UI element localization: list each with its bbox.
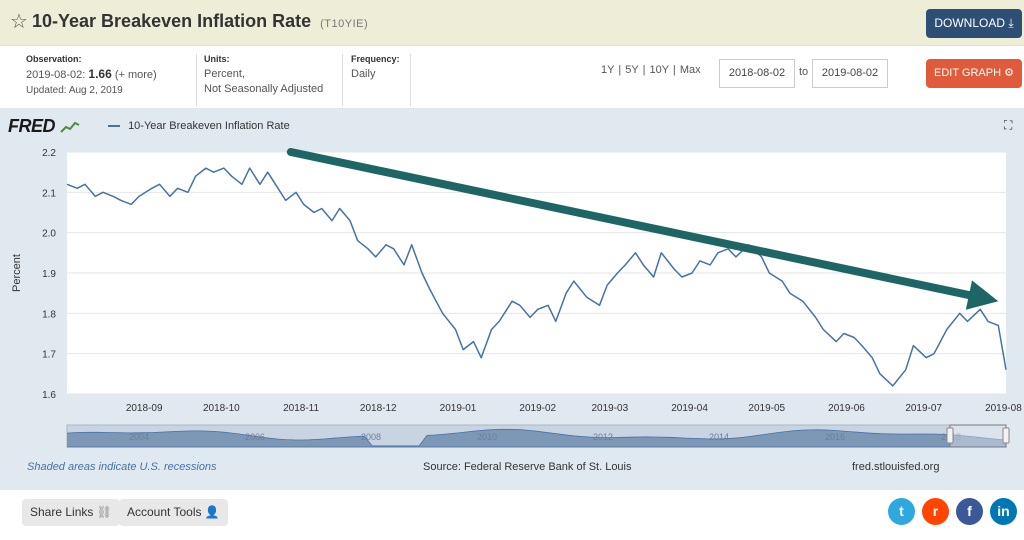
range-max[interactable]: Max (679, 64, 701, 76)
star-icon[interactable]: ☆ (10, 11, 28, 33)
meta-divider (342, 54, 343, 106)
units-line2: Not Seasonally Adjusted (204, 83, 324, 95)
y-tick-label: 2.0 (42, 229, 56, 240)
more-link[interactable]: (+ more) (114, 69, 157, 81)
source-note: Source: Federal Reserve Bank of St. Loui… (423, 461, 632, 473)
legend-label: 10-Year Breakeven Inflation Rate (128, 120, 290, 132)
page-title: 10-Year Breakeven Inflation Rate (T10YIE… (32, 11, 368, 32)
range-1y[interactable]: 1Y (601, 64, 615, 76)
arrow-shaft (286, 148, 973, 300)
x-tick-label: 2019-07 (905, 403, 942, 414)
navigator-label: 2014 (709, 432, 729, 442)
x-tick-label: 2018-10 (203, 403, 240, 414)
y-tick-label: 2.2 (42, 148, 56, 159)
fred-logo: FRED (8, 116, 80, 137)
legend-swatch (108, 125, 120, 128)
observation-date: 2019-08-02: (26, 69, 86, 81)
fred-logo-text: FRED (8, 116, 56, 136)
end-date-input[interactable]: 2019-08-02 (812, 59, 888, 88)
navigator-window (949, 424, 1007, 448)
series-id: (T10YIE) (320, 18, 369, 30)
x-tick-label: 2018-09 (126, 403, 163, 414)
link-icon: ⛓ (96, 505, 112, 519)
start-date-input[interactable]: 2018-08-02 (719, 59, 795, 88)
to-label: to (799, 66, 809, 78)
chart-legend: 10-Year Breakeven Inflation Rate (108, 120, 290, 132)
y-tick-label: 2.1 (42, 188, 56, 199)
recession-note: Shaded areas indicate U.S. recessions (27, 461, 217, 473)
navigator-series (66, 428, 1007, 448)
series-title: 10-Year Breakeven Inflation Rate (32, 11, 312, 31)
facebook-icon[interactable]: f (956, 498, 983, 525)
line-chart: 1.61.71.81.92.02.12.2 2018-09 2018-10 2018… (11, 148, 1022, 448)
navigator-label: 2012 (593, 432, 613, 442)
observation-block: Observation: 2019-08-02: 1.66 (+ more) U… (26, 52, 157, 98)
x-tick-label: 2019-01 (440, 403, 477, 414)
share-links-button[interactable]: Share Links ⛓ (22, 499, 120, 526)
meta-divider (196, 54, 197, 106)
navigator-handle-right (1002, 427, 1010, 444)
observation-line: 2019-08-02: 1.66 (+ more) (26, 67, 157, 83)
twitter-icon[interactable]: t (888, 498, 915, 525)
x-tick-label: 2019-04 (671, 403, 708, 414)
x-tick-label: 2019-03 (591, 403, 628, 414)
units-label: Units: (204, 54, 230, 64)
account-tools-label: Account Tools (127, 505, 202, 519)
range-10y[interactable]: 10Y (649, 64, 669, 76)
range-links: 1Y | 5Y | 10Y | Max (601, 64, 701, 76)
download-icon: ⤓ (1008, 16, 1014, 30)
download-button[interactable]: DOWNLOAD ⤓ (926, 9, 1022, 38)
url-note[interactable]: fred.stlouisfed.org (852, 461, 940, 473)
units-block: Units: Percent, Not Seasonally Adjusted (204, 52, 323, 97)
x-tick-label: 2019-05 (748, 403, 785, 414)
units-line1: Percent, (204, 68, 245, 80)
observation-value: 1.66 (88, 67, 112, 81)
navigator-label: 2016 (825, 432, 845, 442)
arrow-head (965, 280, 999, 310)
x-axis-ticks: 2018-09 2018-10 2018-11 2018-12 2019-01 2019-… (126, 403, 1022, 414)
navigator-label: 2006 (245, 432, 265, 442)
fullscreen-icon[interactable]: ⛶ (1004, 118, 1013, 132)
observation-label: Observation: (26, 54, 82, 64)
frequency-block: Frequency: Daily (351, 52, 400, 82)
x-tick-label: 2018-12 (360, 403, 397, 414)
updated-date: Updated: Aug 2, 2019 (26, 85, 123, 96)
y-tick-label: 1.6 (42, 390, 56, 401)
series-line (66, 167, 1007, 387)
reddit-icon[interactable]: r (922, 498, 949, 525)
range-navigator[interactable]: 20042006200820102012201420162018 (66, 424, 1010, 448)
x-tick-label: 2018-11 (283, 403, 319, 414)
navigator-label: 2010 (477, 432, 497, 442)
navigator-label: 2008 (361, 432, 381, 442)
frequency-value: Daily (351, 68, 376, 80)
edit-graph-label: EDIT GRAPH (934, 67, 1002, 79)
linkedin-icon[interactable]: in (990, 498, 1017, 525)
y-tick-label: 1.9 (42, 269, 56, 280)
series-polyline (66, 167, 1007, 387)
x-tick-label: 2019-06 (828, 403, 865, 414)
y-axis-label: Percent (11, 254, 23, 292)
range-5y[interactable]: 5Y (625, 64, 639, 76)
fred-logo-graph-icon (59, 122, 79, 133)
title-bar: ☆ 10-Year Breakeven Inflation Rate (T10Y… (0, 0, 1024, 46)
gear-icon: ⚙ (1004, 67, 1014, 79)
navigator-handle-left (946, 427, 954, 444)
share-links-label: Share Links (30, 505, 94, 519)
x-tick-label: 2019-02 (519, 403, 556, 414)
y-axis-ticks: 1.6 1.7 1.8 1.9 2.0 2.1 2.2 (42, 148, 56, 401)
y-tick-label: 1.7 (42, 350, 56, 361)
y-tick-label: 1.8 (42, 309, 56, 320)
user-icon: 👤 (204, 505, 220, 519)
trend-arrow (286, 148, 999, 310)
meta-divider (410, 54, 411, 106)
download-label: DOWNLOAD (934, 16, 1005, 30)
account-tools-button[interactable]: Account Tools 👤 (119, 499, 228, 526)
navigator-label: 2004 (129, 432, 149, 442)
edit-graph-button[interactable]: EDIT GRAPH ⚙ (926, 59, 1022, 88)
x-tick-label: 2019-08 (985, 403, 1022, 414)
frequency-label: Frequency: (351, 54, 400, 64)
